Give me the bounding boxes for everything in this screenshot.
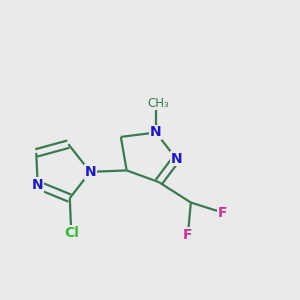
Text: N: N	[84, 165, 96, 179]
Text: CH₃: CH₃	[148, 97, 170, 110]
Text: Cl: Cl	[64, 226, 79, 240]
Text: N: N	[170, 152, 182, 166]
Text: N: N	[150, 125, 162, 140]
Text: F: F	[218, 206, 228, 220]
Text: F: F	[183, 228, 193, 242]
Text: N: N	[32, 178, 44, 192]
